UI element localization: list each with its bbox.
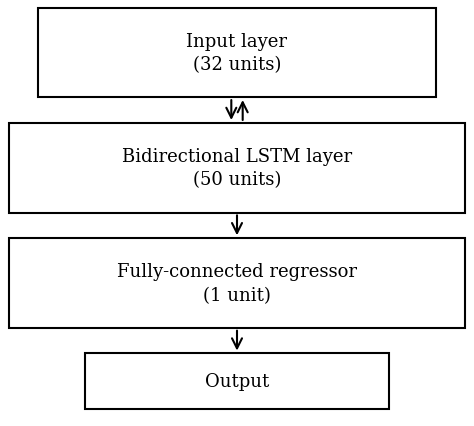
FancyBboxPatch shape (9, 239, 465, 328)
Text: Input layer
(32 units): Input layer (32 units) (186, 32, 288, 74)
FancyBboxPatch shape (38, 9, 436, 98)
FancyBboxPatch shape (9, 124, 465, 213)
Text: Fully-connected regressor
(1 unit): Fully-connected regressor (1 unit) (117, 262, 357, 304)
Text: Output: Output (205, 372, 269, 390)
Text: Bidirectional LSTM layer
(50 units): Bidirectional LSTM layer (50 units) (122, 147, 352, 189)
FancyBboxPatch shape (85, 354, 389, 409)
